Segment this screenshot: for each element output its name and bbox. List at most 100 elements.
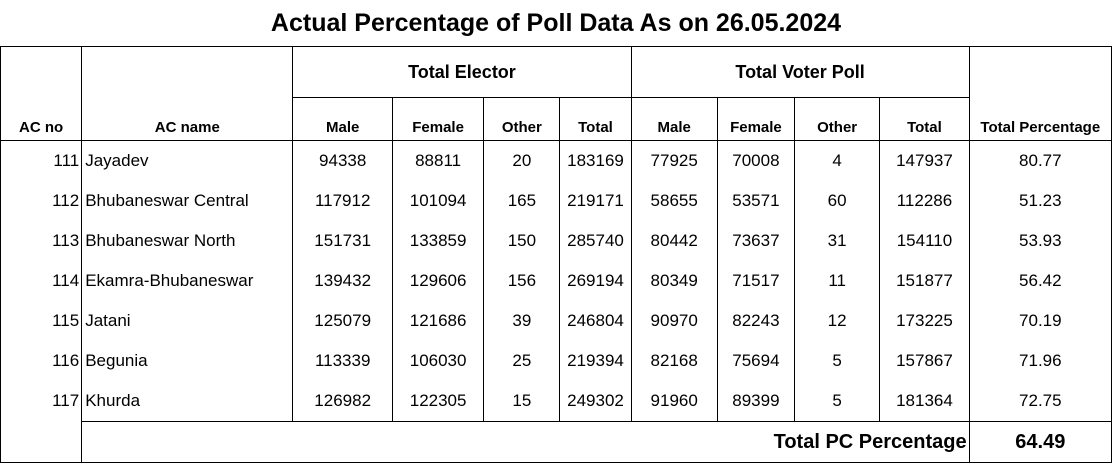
elector-other-cell[interactable]: 15 bbox=[483, 381, 561, 422]
empty-cell[interactable] bbox=[0, 421, 83, 463]
ac-no-cell[interactable]: 117 bbox=[0, 381, 83, 422]
elector-male-cell[interactable]: 151731 bbox=[292, 221, 393, 261]
column-header-voter-female[interactable]: Female bbox=[716, 97, 796, 141]
header-blank-cell[interactable] bbox=[81, 46, 294, 98]
ac-no-cell[interactable]: 114 bbox=[0, 261, 83, 301]
ac-name-cell[interactable]: Begunia bbox=[81, 341, 294, 381]
voter-other-cell[interactable]: 31 bbox=[793, 221, 881, 261]
ac-name-cell[interactable]: Khurda bbox=[81, 381, 294, 422]
elector-total-cell[interactable]: 219394 bbox=[559, 341, 632, 381]
elector-other-cell[interactable]: 165 bbox=[483, 181, 561, 221]
header-blank-cell[interactable] bbox=[0, 46, 83, 98]
group-header-total-voter-poll[interactable]: Total Voter Poll bbox=[630, 46, 970, 98]
voter-total-cell[interactable]: 181364 bbox=[879, 381, 970, 422]
column-header-voter-male[interactable]: Male bbox=[630, 97, 718, 141]
percentage-cell[interactable]: 51.23 bbox=[968, 181, 1113, 221]
elector-female-cell[interactable]: 129606 bbox=[391, 261, 485, 301]
elector-male-cell[interactable]: 117912 bbox=[292, 181, 393, 221]
elector-male-cell[interactable]: 126982 bbox=[292, 381, 393, 422]
ac-name-cell[interactable]: Jatani bbox=[81, 301, 294, 341]
total-pc-percentage-value[interactable]: 64.49 bbox=[968, 421, 1113, 463]
header-blank-cell[interactable] bbox=[968, 46, 1113, 98]
table-row: 111 Jayadev 94338 88811 20 183169 77925 … bbox=[0, 140, 1113, 181]
elector-female-cell[interactable]: 106030 bbox=[391, 341, 485, 381]
voter-male-cell[interactable]: 58655 bbox=[630, 181, 718, 221]
voter-female-cell[interactable]: 70008 bbox=[716, 140, 796, 181]
voter-male-cell[interactable]: 90970 bbox=[630, 301, 718, 341]
percentage-cell[interactable]: 70.19 bbox=[968, 301, 1113, 341]
ac-no-cell[interactable]: 115 bbox=[0, 301, 83, 341]
elector-male-cell[interactable]: 113339 bbox=[292, 341, 393, 381]
elector-other-cell[interactable]: 156 bbox=[483, 261, 561, 301]
voter-total-cell[interactable]: 151877 bbox=[879, 261, 970, 301]
column-header-ac-name[interactable]: AC name bbox=[81, 97, 294, 141]
voter-other-cell[interactable]: 5 bbox=[793, 341, 881, 381]
ac-name-cell[interactable]: Jayadev bbox=[81, 140, 294, 181]
column-header-elector-total[interactable]: Total bbox=[559, 97, 632, 141]
column-header-voter-total[interactable]: Total bbox=[879, 97, 970, 141]
ac-no-cell[interactable]: 113 bbox=[0, 221, 83, 261]
elector-total-cell[interactable]: 183169 bbox=[559, 140, 632, 181]
voter-female-cell[interactable]: 73637 bbox=[716, 221, 796, 261]
elector-total-cell[interactable]: 249302 bbox=[559, 381, 632, 422]
column-header-elector-female[interactable]: Female bbox=[391, 97, 485, 141]
elector-other-cell[interactable]: 25 bbox=[483, 341, 561, 381]
voter-other-cell[interactable]: 4 bbox=[793, 140, 881, 181]
table-row: 113 Bhubaneswar North 151731 133859 150 … bbox=[0, 221, 1113, 261]
voter-female-cell[interactable]: 53571 bbox=[716, 181, 796, 221]
voter-male-cell[interactable]: 80349 bbox=[630, 261, 718, 301]
percentage-cell[interactable]: 56.42 bbox=[968, 261, 1113, 301]
percentage-cell[interactable]: 80.77 bbox=[968, 140, 1113, 181]
total-pc-percentage-label[interactable]: Total PC Percentage bbox=[81, 421, 970, 463]
column-header-elector-other[interactable]: Other bbox=[483, 97, 561, 141]
elector-total-cell[interactable]: 246804 bbox=[559, 301, 632, 341]
elector-female-cell[interactable]: 122305 bbox=[391, 381, 485, 422]
elector-total-cell[interactable]: 269194 bbox=[559, 261, 632, 301]
elector-male-cell[interactable]: 94338 bbox=[292, 140, 393, 181]
ac-no-cell[interactable]: 112 bbox=[0, 181, 83, 221]
elector-female-cell[interactable]: 121686 bbox=[391, 301, 485, 341]
column-header-total-percentage[interactable]: Total Percentage bbox=[968, 97, 1113, 141]
percentage-cell[interactable]: 71.96 bbox=[968, 341, 1113, 381]
column-header-ac-no[interactable]: AC no bbox=[0, 97, 83, 141]
sheet-title[interactable]: Actual Percentage of Poll Data As on 26.… bbox=[0, 0, 1112, 47]
voter-total-cell[interactable]: 157867 bbox=[879, 341, 970, 381]
voter-total-cell[interactable]: 154110 bbox=[879, 221, 970, 261]
elector-male-cell[interactable]: 139432 bbox=[292, 261, 393, 301]
voter-female-cell[interactable]: 71517 bbox=[716, 261, 796, 301]
voter-other-cell[interactable]: 12 bbox=[793, 301, 881, 341]
elector-other-cell[interactable]: 150 bbox=[483, 221, 561, 261]
percentage-cell[interactable]: 53.93 bbox=[968, 221, 1113, 261]
elector-total-cell[interactable]: 285740 bbox=[559, 221, 632, 261]
voter-female-cell[interactable]: 82243 bbox=[716, 301, 796, 341]
elector-other-cell[interactable]: 20 bbox=[483, 140, 561, 181]
voter-male-cell[interactable]: 82168 bbox=[630, 341, 718, 381]
elector-total-cell[interactable]: 219171 bbox=[559, 181, 632, 221]
ac-no-cell[interactable]: 116 bbox=[0, 341, 83, 381]
voter-male-cell[interactable]: 80442 bbox=[630, 221, 718, 261]
voter-total-cell[interactable]: 112286 bbox=[879, 181, 970, 221]
percentage-cell[interactable]: 72.75 bbox=[968, 381, 1113, 422]
column-header-elector-male[interactable]: Male bbox=[292, 97, 393, 141]
elector-female-cell[interactable]: 101094 bbox=[391, 181, 485, 221]
ac-name-cell[interactable]: Ekamra-Bhubaneswar bbox=[81, 261, 294, 301]
column-header-voter-other[interactable]: Other bbox=[793, 97, 881, 141]
voter-other-cell[interactable]: 60 bbox=[793, 181, 881, 221]
voter-total-cell[interactable]: 147937 bbox=[879, 140, 970, 181]
ac-no-cell[interactable]: 111 bbox=[0, 140, 83, 181]
elector-male-cell[interactable]: 125079 bbox=[292, 301, 393, 341]
voter-other-cell[interactable]: 5 bbox=[793, 381, 881, 422]
ac-name-cell[interactable]: Bhubaneswar North bbox=[81, 221, 294, 261]
voter-other-cell[interactable]: 11 bbox=[793, 261, 881, 301]
elector-female-cell[interactable]: 88811 bbox=[391, 140, 485, 181]
voter-male-cell[interactable]: 77925 bbox=[630, 140, 718, 181]
voter-total-cell[interactable]: 173225 bbox=[879, 301, 970, 341]
table-row: 116 Begunia 113339 106030 25 219394 8216… bbox=[0, 341, 1113, 381]
elector-female-cell[interactable]: 133859 bbox=[391, 221, 485, 261]
group-header-total-elector[interactable]: Total Elector bbox=[292, 46, 632, 98]
ac-name-cell[interactable]: Bhubaneswar Central bbox=[81, 181, 294, 221]
elector-other-cell[interactable]: 39 bbox=[483, 301, 561, 341]
voter-female-cell[interactable]: 75694 bbox=[716, 341, 796, 381]
voter-female-cell[interactable]: 89399 bbox=[716, 381, 796, 422]
voter-male-cell[interactable]: 91960 bbox=[630, 381, 718, 422]
